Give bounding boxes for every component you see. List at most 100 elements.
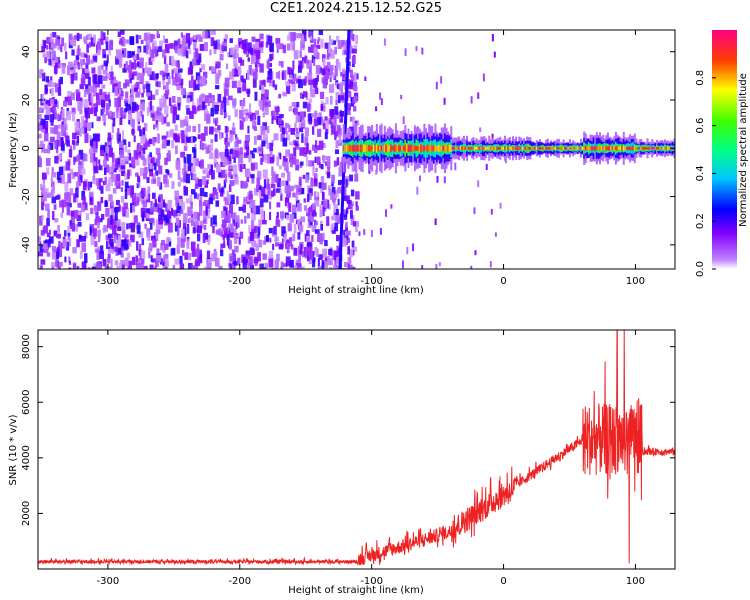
spectrogram-cell (283, 233, 287, 243)
spectrogram-cell (597, 146, 600, 151)
spectrogram-cell (155, 89, 159, 96)
spectrogram-cell (224, 197, 229, 206)
spectrogram-cell (40, 265, 43, 269)
spectrogram-cell (576, 146, 579, 150)
spectrogram-cell (205, 30, 211, 39)
spectrogram-cell (54, 62, 58, 68)
spectrogram-cell (394, 144, 397, 152)
spectrogram-cell (291, 81, 296, 86)
spectrogram-cell (301, 119, 306, 128)
spectrogram-cell (470, 265, 473, 269)
spectrogram-cell (224, 91, 227, 102)
spectrogram-cell (540, 147, 543, 150)
spectrogram-cell (308, 160, 313, 167)
spectrogram-cell (225, 136, 229, 147)
x-tick-label: -100 (360, 276, 383, 287)
spectrogram-cell (61, 203, 65, 213)
spectrogram-cell (137, 258, 141, 267)
spectrogram-cell (266, 178, 270, 187)
spectrogram-cell (179, 177, 184, 183)
spectrogram-cell (208, 197, 214, 205)
spectrogram-cell (338, 95, 341, 104)
spectrogram-cell (150, 34, 156, 39)
spectrogram-cell (440, 76, 443, 84)
spectrogram-cell (315, 65, 321, 75)
spectrogram-cell (184, 252, 189, 260)
spectrogram-cell (71, 172, 76, 179)
spectrogram-cell (493, 146, 495, 150)
spectrogram-cell (323, 102, 326, 113)
spectrogram-cell (43, 192, 48, 202)
spectrogram-cell (337, 40, 342, 49)
spectrogram-cell (434, 144, 437, 152)
spectrogram-cell (312, 126, 315, 135)
spectrogram-cell (329, 267, 333, 269)
x-tick-label: -300 (97, 576, 120, 587)
spectrogram-cell (88, 83, 92, 93)
spectrogram-cell (657, 146, 660, 150)
spectrogram-cell (289, 74, 293, 79)
spectrogram-cell (496, 147, 499, 150)
spectrogram-cell (57, 45, 63, 50)
spectrogram-cell (99, 250, 105, 260)
spectrogram-cell (273, 133, 279, 141)
spectrogram-cell (477, 146, 480, 150)
spectrogram-cell (136, 53, 140, 60)
spectrogram-cell (253, 256, 259, 264)
spectrogram-cell (157, 46, 163, 52)
spectrogram-cell (217, 93, 222, 103)
spectrogram-cell (641, 146, 644, 150)
spectrogram-cell (107, 253, 111, 259)
spectrogram-cell (242, 259, 247, 269)
spectrogram-cell (355, 145, 358, 152)
spectrogram-cell (214, 102, 220, 108)
spectrogram-cell (76, 32, 80, 42)
spectrogram-cell (224, 125, 228, 133)
spectrogram-cell (110, 258, 113, 269)
spectrogram-cell (175, 200, 181, 205)
spectrogram-cell (473, 207, 476, 215)
spectrogram-cell (107, 132, 112, 140)
spectrogram-cell (398, 144, 401, 152)
spectrogram-cell (117, 31, 121, 37)
spectrogram-cell (331, 186, 336, 195)
spectrogram-cell (303, 147, 309, 155)
spectrogram-cell (264, 262, 268, 269)
spectrogram-cell (260, 93, 266, 101)
spectrogram-cell (625, 146, 628, 150)
spectrogram-cell (651, 147, 654, 150)
spectrogram-cell (125, 234, 129, 239)
spectrogram-cell (304, 136, 309, 146)
spectrogram-cell (382, 145, 385, 151)
spectrogram-cell (284, 123, 289, 129)
spectrogram-cell (91, 67, 96, 74)
spectrogram-cell (328, 249, 333, 256)
spectrogram-cell (95, 216, 100, 225)
spectrogram-cell (46, 44, 49, 50)
spectrogram-cell (234, 69, 240, 77)
spectrogram-cell (88, 93, 91, 102)
spectrogram-cell (207, 237, 211, 245)
spectrogram-cell (151, 56, 155, 62)
spectrogram-cell (259, 80, 264, 88)
spectrogram-cell (338, 94, 343, 102)
spectrogram-cell (282, 137, 288, 147)
spectrogram-cell (108, 71, 114, 81)
spectrogram-cell (234, 228, 237, 236)
spectrogram-cell (176, 244, 180, 254)
spectrogram-cell (54, 109, 57, 120)
spectrogram-cell (152, 267, 156, 269)
spectrogram-cell (88, 148, 94, 155)
spectrogram-cell (226, 190, 229, 199)
spectrogram-cell (421, 47, 424, 55)
spectrogram-cell (129, 51, 134, 58)
spectrogram-cell (175, 160, 181, 171)
spectrogram-cell (80, 115, 85, 124)
spectrogram-cell (50, 99, 54, 106)
spectrogram-cell (229, 227, 234, 238)
spectrogram-cell (177, 195, 183, 202)
spectrogram-cell (75, 128, 80, 136)
spectrogram-cell (248, 224, 251, 234)
spectrogram-cell (102, 69, 108, 75)
